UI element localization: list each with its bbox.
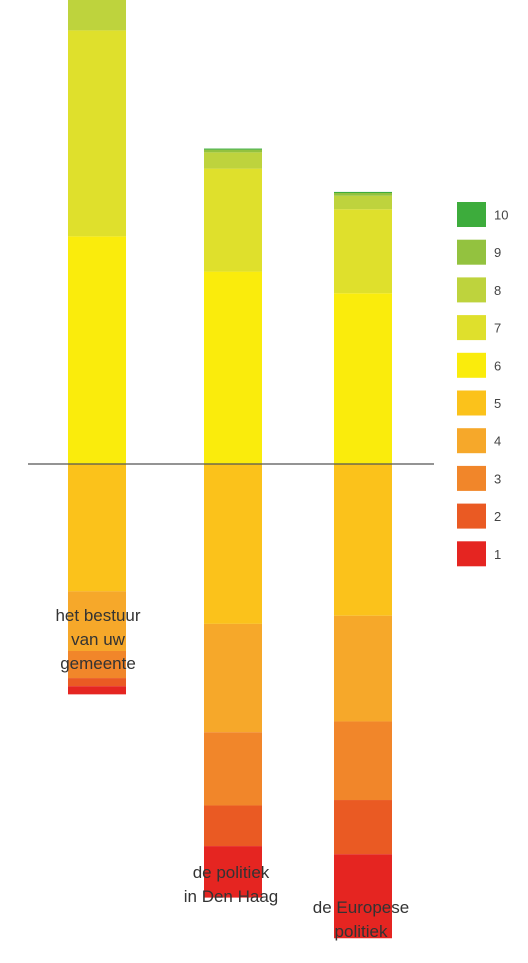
bar-segment-3-cat-2 bbox=[204, 732, 262, 806]
category-label-1-line-1: het bestuur bbox=[55, 606, 140, 625]
bar-segment-4-cat-3 bbox=[334, 615, 392, 722]
legend-swatch-5 bbox=[457, 390, 486, 416]
bar-segment-4-cat-2 bbox=[204, 623, 262, 733]
bar-segment-1-cat-1 bbox=[68, 686, 126, 695]
legend-label-10: 10 bbox=[494, 208, 508, 223]
legend-label-2: 2 bbox=[494, 509, 501, 524]
bar-segment-5-cat-2 bbox=[204, 464, 262, 624]
legend-label-1: 1 bbox=[494, 547, 501, 562]
legend-swatch-6 bbox=[457, 352, 486, 378]
bar-segment-8-cat-1 bbox=[68, 0, 126, 31]
legend-label-4: 4 bbox=[494, 434, 501, 449]
bar-segment-9-cat-2 bbox=[204, 149, 262, 153]
bar-segment-3-cat-3 bbox=[334, 721, 392, 801]
bar-segment-5-cat-3 bbox=[334, 464, 392, 616]
legend-label-6: 6 bbox=[494, 358, 501, 373]
legend-swatch-7 bbox=[457, 315, 486, 341]
bar-segment-2-cat-2 bbox=[204, 805, 262, 847]
bar-segment-7-cat-2 bbox=[204, 168, 262, 272]
bar-segment-6-cat-1 bbox=[68, 236, 126, 464]
legend-label-9: 9 bbox=[494, 245, 501, 260]
legend-swatch-10 bbox=[457, 202, 486, 227]
bar-segment-4-cat-1 bbox=[68, 591, 126, 651]
bar-segment-1-cat-3 bbox=[334, 854, 392, 939]
bar-segment-6-cat-3 bbox=[334, 293, 392, 464]
legend-swatch-1 bbox=[457, 541, 486, 567]
legend-label-3: 3 bbox=[494, 471, 501, 486]
category-label-1-line-3: gemeente bbox=[60, 654, 136, 673]
legend-swatch-4 bbox=[457, 428, 486, 454]
bar-segment-8-cat-3 bbox=[334, 195, 392, 210]
legend-swatch-8 bbox=[457, 277, 486, 303]
legend-label-7: 7 bbox=[494, 321, 501, 336]
legend: 10 9 8 7 6 5 4 3 2 1 bbox=[457, 202, 508, 567]
category-label-2-line-2: in Den Haag bbox=[184, 887, 279, 906]
bar-segment-1-cat-2 bbox=[204, 846, 262, 898]
bar-segment-2-cat-1 bbox=[68, 678, 126, 687]
bar-segment-2-cat-3 bbox=[334, 800, 392, 855]
legend-swatch-9 bbox=[457, 239, 486, 265]
bar-segment-10-cat-2 bbox=[204, 148, 262, 150]
bar-segment-5-cat-1 bbox=[68, 464, 126, 592]
bar-segment-3-cat-1 bbox=[68, 650, 126, 679]
bar-segment-10-cat-3 bbox=[334, 191, 392, 193]
bar-segment-7-cat-1 bbox=[68, 30, 126, 237]
bars-group bbox=[68, 0, 392, 939]
legend-swatch-3 bbox=[457, 465, 486, 491]
category-label-3-line-2: politiek bbox=[335, 922, 388, 941]
category-labels: het bestuur van uw gemeente de politiek in D… bbox=[55, 606, 409, 941]
legend-label-5: 5 bbox=[494, 396, 501, 411]
legend-label-8: 8 bbox=[494, 283, 501, 298]
legend-swatch-2 bbox=[457, 503, 486, 529]
bar-segment-9-cat-3 bbox=[334, 193, 392, 196]
bar-segment-7-cat-3 bbox=[334, 209, 392, 294]
category-label-1-line-2: van uw bbox=[71, 630, 126, 649]
category-label-3-line-1: de Europese bbox=[313, 898, 409, 917]
bar-segment-8-cat-2 bbox=[204, 152, 262, 169]
category-label-2-line-1: de politiek bbox=[193, 863, 270, 882]
bar-segment-6-cat-2 bbox=[204, 271, 262, 464]
